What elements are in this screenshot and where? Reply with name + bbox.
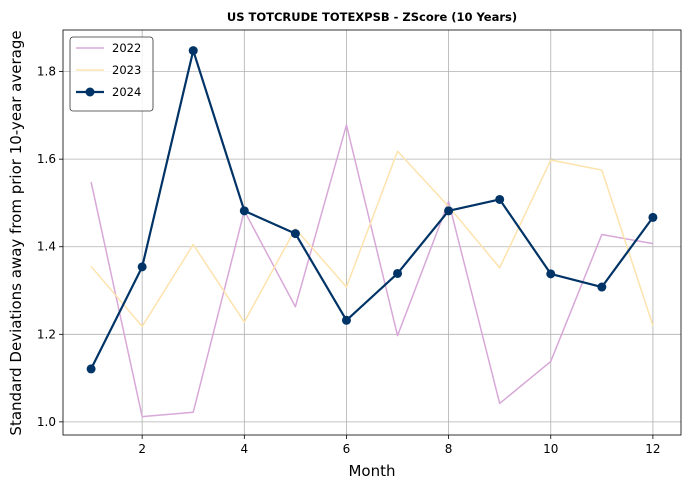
x-tick-label: 2	[138, 442, 146, 456]
x-tick-label: 12	[645, 442, 660, 456]
legend-label-2023: 2023	[112, 63, 141, 77]
point-2024	[444, 206, 454, 216]
x-tick-label: 10	[543, 442, 558, 456]
y-tick-label: 1.0	[37, 415, 56, 429]
point-2024	[495, 194, 505, 204]
x-tick-label: 8	[445, 442, 453, 456]
y-tick-label: 1.6	[37, 152, 56, 166]
chart-title: US TOTCRUDE TOTEXPSB - ZScore (10 Years)	[227, 10, 517, 24]
point-2024	[648, 212, 658, 222]
y-axis-label: Standard Deviations away from prior 10-y…	[7, 30, 25, 435]
series-line-2022	[90, 124, 654, 418]
series-lines	[86, 46, 658, 418]
legend-label-2022: 2022	[112, 41, 141, 55]
x-tick-label: 4	[240, 442, 248, 456]
legend: 2022 2023 2024	[69, 36, 154, 112]
y-tick-label: 1.4	[37, 240, 56, 254]
point-2024	[239, 206, 249, 216]
legend-marker-2024	[85, 87, 95, 97]
x-axis-label: Month	[348, 462, 395, 480]
series-line-2024	[90, 49, 654, 370]
y-tick-label: 1.8	[37, 65, 56, 79]
point-2024	[393, 268, 403, 278]
point-2024	[597, 282, 607, 292]
point-2024	[188, 46, 198, 56]
point-2024	[137, 262, 147, 272]
point-2024	[546, 269, 556, 279]
x-tick-label: 6	[343, 442, 351, 456]
legend-label-2024: 2024	[112, 85, 141, 99]
point-2024	[341, 315, 351, 325]
series-line-2023	[90, 150, 654, 328]
point-2024	[86, 364, 96, 374]
plot-frame	[62, 29, 682, 436]
grid	[63, 30, 681, 435]
y-tick-label: 1.2	[37, 327, 56, 341]
point-2024	[290, 229, 300, 239]
axis-ticks: 2 4 6 8 10 12 1.0 1.2 1.4 1.6 1.8	[37, 65, 661, 456]
